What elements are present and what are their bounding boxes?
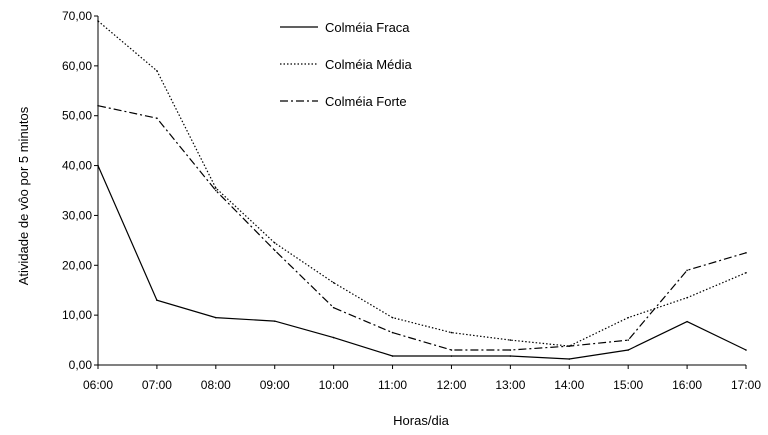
data-point-s2-17:00 <box>745 271 747 274</box>
y-tick-label: 30,00 <box>62 208 92 222</box>
data-point-s2-09:00 <box>273 242 276 244</box>
data-point-s2-11:00 <box>391 316 394 319</box>
data-point-s2-12:00 <box>450 331 453 334</box>
x-axis-ticks: 06:00 07:00 08:00 09:00 10:00 11:00 12:00 13:00… <box>83 365 761 392</box>
y-axis-title: Atividade de vôo por 5 minutos <box>16 106 31 285</box>
data-point-s1-08:00 <box>215 316 217 319</box>
series-line-1 <box>97 165 747 360</box>
x-tick-label: 11:00 <box>378 378 407 392</box>
data-point-s3-16:00 <box>686 269 688 272</box>
data-point-s2-08:00 <box>215 187 217 189</box>
data-point-s2-07:00 <box>156 70 158 72</box>
data-point-s2-15:00 <box>627 316 629 319</box>
legend-label-1: Colméia Fraca <box>325 20 410 35</box>
data-point-s1-17:00 <box>745 349 747 351</box>
data-point-s1-07:00 <box>156 299 158 301</box>
y-tick-label: 40,00 <box>62 159 92 173</box>
data-point-s2-16:00 <box>686 296 688 299</box>
data-point-s3-10:00 <box>332 306 335 309</box>
data-point-s1-06:00 <box>97 164 99 167</box>
series-line-3 <box>97 105 747 351</box>
series-lines <box>97 20 747 360</box>
x-tick-label: 13:00 <box>495 378 525 392</box>
legend-label-3: Colméia Forte <box>325 94 407 109</box>
x-tick-label: 08:00 <box>201 378 231 392</box>
y-axis-ticks: 0,00 10,00 20,00 30,00 40,00 50,00 60,00 70,00 <box>62 9 98 372</box>
data-point-s1-14:00 <box>568 358 571 360</box>
data-point-s3-07:00 <box>156 117 158 120</box>
x-tick-label: 14:00 <box>554 378 584 392</box>
data-point-s3-12:00 <box>450 349 453 351</box>
data-point-s1-09:00 <box>273 320 276 322</box>
data-point-s3-14:00 <box>568 345 571 347</box>
legend: Colméia Fraca Colméia Média Colméia Forte <box>280 20 412 109</box>
y-tick-label: 0,00 <box>69 358 93 372</box>
y-tick-label: 20,00 <box>62 258 92 272</box>
data-point-s3-13:00 <box>509 349 512 351</box>
data-point-s1-11:00 <box>391 355 394 357</box>
x-tick-label: 15:00 <box>613 378 643 392</box>
plot-area <box>97 16 746 366</box>
data-point-s1-16:00 <box>686 320 688 323</box>
x-tick-label: 07:00 <box>142 378 172 392</box>
data-point-s1-13:00 <box>509 355 512 357</box>
x-tick-label: 10:00 <box>319 378 349 392</box>
data-point-s3-17:00 <box>745 252 747 254</box>
x-tick-label: 16:00 <box>672 378 702 392</box>
data-point-s2-06:00 <box>97 20 99 22</box>
x-tick-label: 06:00 <box>83 378 113 392</box>
data-point-s3-06:00 <box>97 104 99 107</box>
y-tick-label: 70,00 <box>62 9 92 23</box>
data-point-s3-08:00 <box>215 189 217 192</box>
y-tick-label: 60,00 <box>62 59 92 73</box>
data-point-s3-09:00 <box>273 249 276 252</box>
y-tick-label: 10,00 <box>62 308 92 322</box>
data-point-s1-10:00 <box>332 336 335 339</box>
data-point-s3-15:00 <box>627 339 629 341</box>
series-line-2 <box>97 20 747 347</box>
x-tick-label: 09:00 <box>260 378 290 392</box>
x-tick-label: 17:00 <box>731 378 761 392</box>
data-point-s3-11:00 <box>391 331 394 334</box>
y-tick-label: 50,00 <box>62 109 92 123</box>
data-point-s2-10:00 <box>332 281 335 284</box>
data-point-s2-13:00 <box>509 339 512 341</box>
legend-label-2: Colméia Média <box>325 57 412 72</box>
data-point-s1-12:00 <box>450 355 453 357</box>
data-point-s1-15:00 <box>627 349 629 351</box>
x-axis-title: Horas/dia <box>393 413 449 428</box>
x-tick-label: 12:00 <box>436 378 466 392</box>
